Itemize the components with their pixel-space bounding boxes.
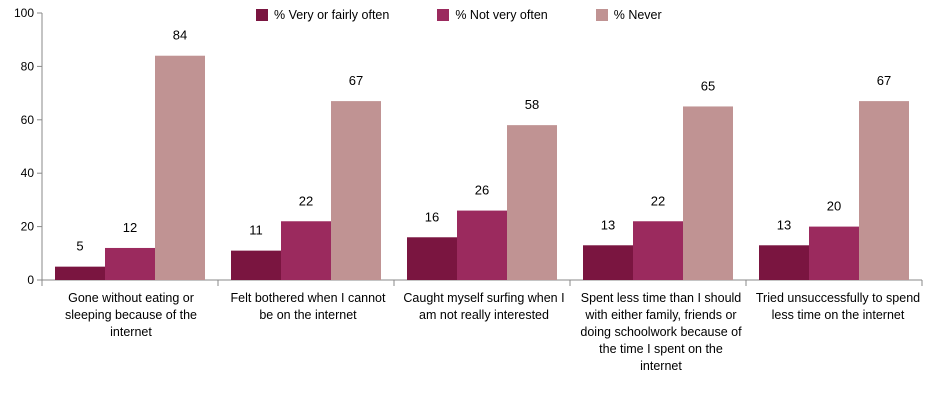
y-tick-label: 20 xyxy=(21,220,35,234)
y-tick-label: 40 xyxy=(21,166,35,180)
bar xyxy=(55,266,105,280)
bar xyxy=(809,226,859,280)
data-label: 16 xyxy=(425,209,439,224)
y-tick-label: 80 xyxy=(21,59,35,73)
category-label: Caught myself surfing when I am not real… xyxy=(403,291,565,322)
data-label: 5 xyxy=(76,239,83,254)
legend-label: % Never xyxy=(613,8,662,22)
data-label: 11 xyxy=(249,223,263,238)
category-label: Tried unsuccessfully to spend less time … xyxy=(755,291,921,322)
data-label: 20 xyxy=(827,199,841,214)
bar xyxy=(407,237,457,280)
data-label: 22 xyxy=(299,193,313,208)
bar xyxy=(633,221,683,280)
data-label: 13 xyxy=(601,217,615,232)
bar xyxy=(859,101,909,280)
data-label: 26 xyxy=(475,183,489,198)
data-label: 67 xyxy=(349,73,363,88)
bar xyxy=(281,221,331,280)
legend-label: % Not very often xyxy=(455,8,548,22)
bar xyxy=(331,101,381,280)
bar xyxy=(105,247,155,280)
data-label: 65 xyxy=(701,78,715,93)
legend-swatch xyxy=(595,9,608,21)
legend-item-not-very-often: % Not very often xyxy=(437,8,548,22)
category-label: Spent less time than I should with eithe… xyxy=(580,291,742,373)
bar xyxy=(507,125,557,280)
legend: % Very or fairly often % Not very often … xyxy=(256,8,710,22)
legend-item-never: % Never xyxy=(595,8,662,22)
bar xyxy=(457,210,507,280)
legend-item-very-often: % Very or fairly often xyxy=(256,8,389,22)
bar xyxy=(155,55,205,280)
data-label: 58 xyxy=(525,97,539,112)
category-label: Felt bothered when I cannot be on the in… xyxy=(230,291,386,322)
data-label: 84 xyxy=(173,28,187,43)
data-label: 22 xyxy=(651,193,665,208)
legend-swatch xyxy=(437,9,450,21)
legend-label: % Very or fairly often xyxy=(274,8,390,22)
y-tick-label: 60 xyxy=(21,113,35,127)
data-label: 12 xyxy=(123,220,137,235)
bar xyxy=(231,250,281,280)
data-label: 13 xyxy=(777,217,791,232)
category-label: Gone without eating or sleeping because … xyxy=(64,291,198,339)
bar xyxy=(683,106,733,280)
bar xyxy=(759,245,809,280)
y-tick-label: 100 xyxy=(14,6,34,20)
data-label: 67 xyxy=(877,73,891,88)
y-tick-label: 0 xyxy=(27,273,34,287)
legend-swatch xyxy=(256,9,268,21)
bar xyxy=(583,245,633,280)
